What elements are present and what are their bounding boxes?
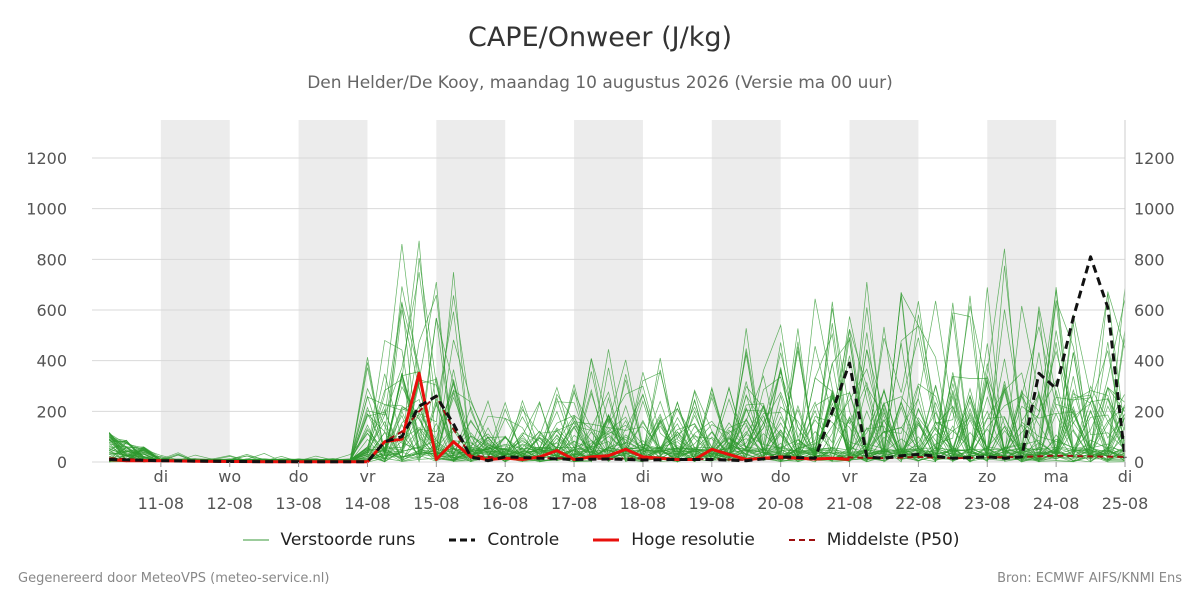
legend-item-controle[interactable]: Controle xyxy=(447,530,559,550)
chart-title: CAPE/Onweer (J/kg) xyxy=(467,22,732,53)
ensemble-member-line xyxy=(109,303,1126,463)
legend-label-hoge-resolutie: Hoge resolutie xyxy=(631,530,755,550)
x-tick-date-12-08: 12-08 xyxy=(206,494,253,513)
x-tick-weekday-12-08: wo xyxy=(218,467,241,486)
y-tick-left-1200: 1200 xyxy=(26,149,67,168)
day-band-17-08 xyxy=(574,120,643,462)
y-tick-left-600: 600 xyxy=(36,301,67,320)
x-tick-date-19-08: 19-08 xyxy=(689,494,736,513)
x-tick-weekday-22-08: za xyxy=(909,467,927,486)
y-tick-left-800: 800 xyxy=(36,250,67,269)
x-tick-weekday-13-08: do xyxy=(289,467,309,486)
x-tick-date-11-08: 11-08 xyxy=(138,494,185,513)
chart-subtitle: Den Helder/De Kooy, maandag 10 augustus … xyxy=(307,73,893,93)
y-tick-right-800: 800 xyxy=(1134,250,1165,269)
x-tick-weekday-18-08: di xyxy=(636,467,651,486)
x-tick-date-14-08: 14-08 xyxy=(344,494,391,513)
ensemble-member-line xyxy=(109,349,1126,463)
y-tick-left-0: 0 xyxy=(57,453,67,472)
x-tick-date-20-08: 20-08 xyxy=(757,494,804,513)
legend-swatch-controle xyxy=(449,538,476,542)
legend-item-p50[interactable]: Middelste (P50) xyxy=(787,530,960,550)
y-tick-right-1200: 1200 xyxy=(1134,149,1175,168)
y-tick-right-0: 0 xyxy=(1134,453,1144,472)
footer-source: Bron: ECMWF AIFS/KNMI Ens xyxy=(997,571,1182,586)
x-tick-weekday-25-08: di xyxy=(1118,467,1133,486)
x-tick-weekday-15-08: za xyxy=(427,467,445,486)
x-tick-weekday-24-08: ma xyxy=(1043,467,1068,486)
x-tick-date-17-08: 17-08 xyxy=(551,494,598,513)
x-tick-date-13-08: 13-08 xyxy=(275,494,322,513)
legend-label-p50: Middelste (P50) xyxy=(826,530,960,550)
y-tick-left-200: 200 xyxy=(36,402,67,421)
legend-swatch-hoge-resolutie xyxy=(593,538,620,542)
chart-legend: Verstoorde runs Controle Hoge resolutie … xyxy=(0,530,1200,550)
x-tick-weekday-19-08: wo xyxy=(700,467,723,486)
series-controle-line xyxy=(109,255,1127,464)
x-tick-date-16-08: 16-08 xyxy=(482,494,529,513)
x-tick-date-22-08: 22-08 xyxy=(895,494,942,513)
y-tick-left-400: 400 xyxy=(36,352,67,371)
day-band-13-08 xyxy=(298,120,368,462)
x-tick-weekday-14-08: vr xyxy=(359,467,375,486)
legend-item-hoge-resolutie[interactable]: Hoge resolutie xyxy=(591,530,755,550)
footer-credit: Gegenereerd door MeteoVPS (meteo-service… xyxy=(18,571,330,586)
y-tick-right-400: 400 xyxy=(1134,352,1165,371)
legend-label-controle: Controle xyxy=(487,530,560,550)
day-band-11-08 xyxy=(160,120,230,462)
legend-item-ensemble[interactable]: Verstoorde runs xyxy=(241,530,416,550)
x-tick-date-18-08: 18-08 xyxy=(620,494,667,513)
x-tick-weekday-23-08: zo xyxy=(978,467,996,486)
legend-swatch-p50 xyxy=(788,539,815,541)
y-tick-right-200: 200 xyxy=(1134,402,1165,421)
y-tick-left-1000: 1000 xyxy=(26,200,67,219)
legend-swatch-ensemble xyxy=(242,539,269,541)
x-tick-date-23-08: 23-08 xyxy=(964,494,1011,513)
x-tick-weekday-16-08: zo xyxy=(496,467,514,486)
x-tick-date-15-08: 15-08 xyxy=(413,494,460,513)
x-tick-weekday-21-08: vr xyxy=(842,467,858,486)
x-tick-date-25-08: 25-08 xyxy=(1102,494,1149,513)
x-tick-weekday-20-08: do xyxy=(771,467,791,486)
x-tick-date-24-08: 24-08 xyxy=(1033,494,1080,513)
x-tick-weekday-11-08: di xyxy=(154,467,169,486)
x-tick-date-21-08: 21-08 xyxy=(826,494,873,513)
y-tick-right-600: 600 xyxy=(1134,301,1165,320)
ensemble-member-line xyxy=(109,376,1126,463)
legend-label-ensemble: Verstoorde runs xyxy=(280,530,416,550)
y-tick-right-1000: 1000 xyxy=(1134,200,1175,219)
x-tick-weekday-17-08: ma xyxy=(561,467,586,486)
